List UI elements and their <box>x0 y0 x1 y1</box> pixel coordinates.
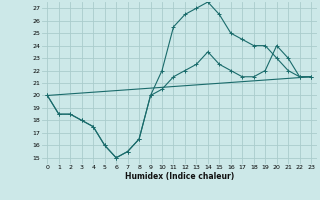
X-axis label: Humidex (Indice chaleur): Humidex (Indice chaleur) <box>124 172 234 181</box>
